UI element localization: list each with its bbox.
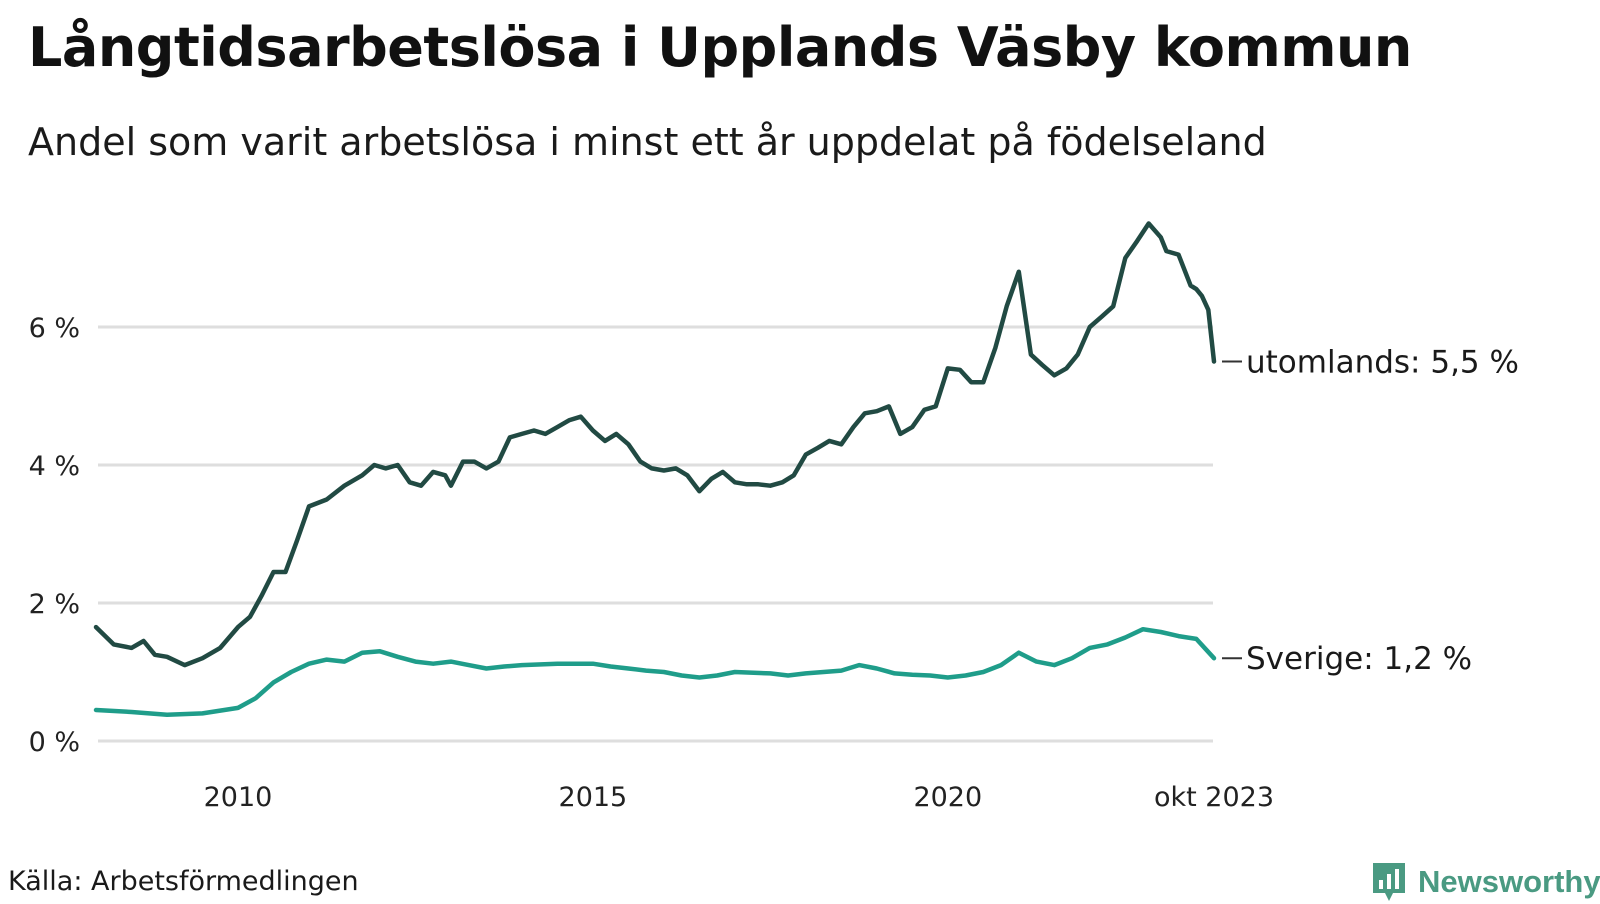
source-note: Källa: Arbetsförmedlingen	[8, 866, 359, 897]
brand-logo[interactable]: Newsworthy	[1370, 860, 1600, 904]
series-line-utomlands	[93, 221, 1217, 668]
end-label-utomlands: utomlands: 5,5 %	[1246, 345, 1519, 381]
x-axis-ticks: 2010 2015 2020 okt 2023	[204, 782, 1274, 813]
y-tick-label: 2 %	[29, 589, 80, 620]
series-end-labels: utomlands: 5,5 % Sverige: 1,2 %	[1222, 345, 1519, 677]
x-tick-label: 2020	[913, 782, 982, 813]
y-tick-label: 0 %	[29, 727, 80, 758]
y-axis-ticks: 0 % 2 % 4 % 6 %	[29, 313, 80, 758]
x-tick-label: 2010	[204, 782, 273, 813]
x-tick-label: 2015	[559, 782, 628, 813]
end-label-sverige: Sverige: 1,2 %	[1246, 641, 1472, 677]
chart-title: Långtidsarbetslösa i Upplands Väsby komm…	[28, 16, 1412, 79]
y-tick-label: 4 %	[29, 451, 80, 482]
gridlines	[98, 325, 1213, 743]
newsworthy-logo-icon	[1373, 863, 1405, 901]
x-tick-label: okt 2023	[1154, 782, 1274, 813]
y-tick-label: 6 %	[29, 313, 80, 344]
brand-name: Newsworthy	[1418, 864, 1600, 899]
chart-subtitle: Andel som varit arbetslösa i minst ett å…	[28, 120, 1267, 164]
series-lines	[93, 221, 1217, 718]
series-line-sverige	[93, 626, 1217, 718]
